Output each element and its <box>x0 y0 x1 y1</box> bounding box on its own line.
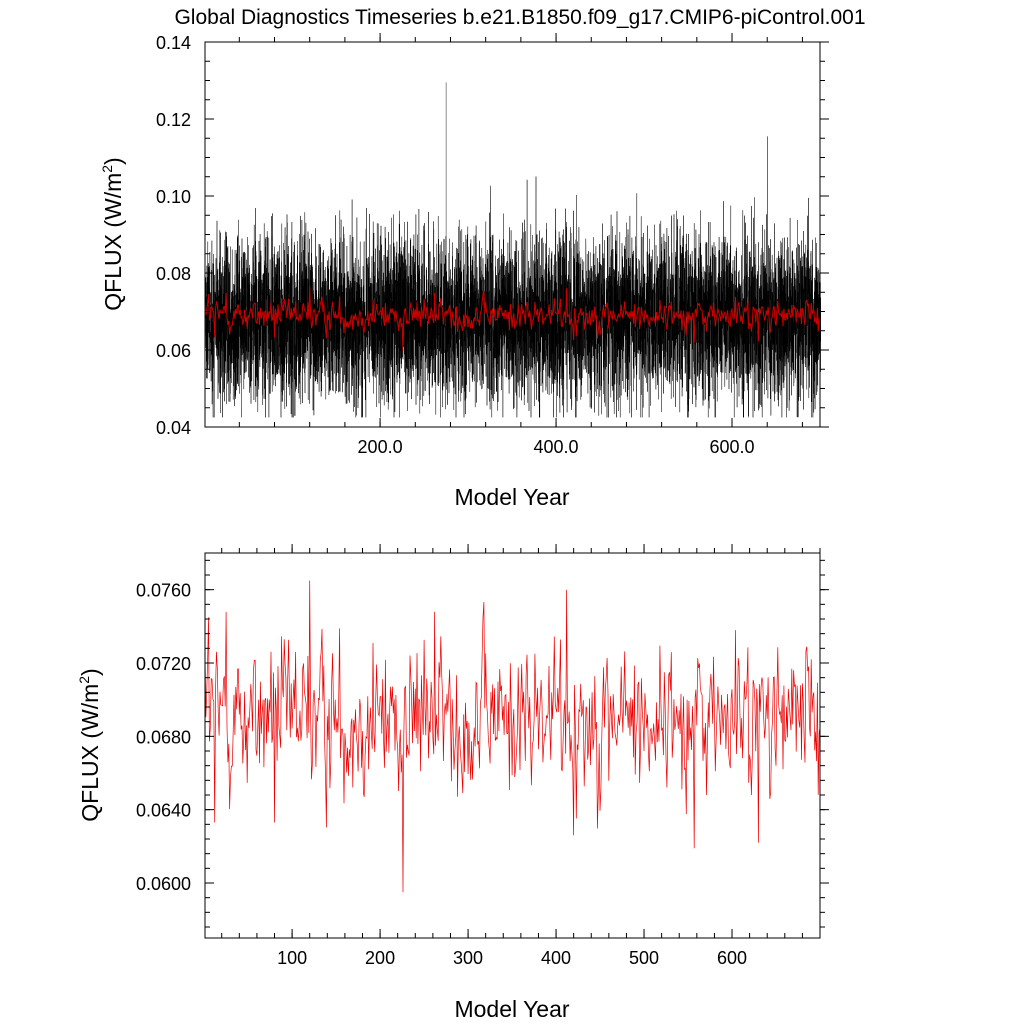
bottom-axis-ticks <box>205 544 829 938</box>
top-y-label-main: QFLUX (W/m <box>100 173 126 311</box>
y-tick-label: 0.12 <box>156 110 191 130</box>
bottom-x-tick-labels: 100 200 300 400 500 600 <box>277 948 747 968</box>
x-tick-label: 200.0 <box>358 437 403 457</box>
annual-series-line <box>204 580 821 893</box>
top-y-tick-labels: 0.04 0.06 0.08 0.10 0.12 0.14 <box>156 33 191 438</box>
x-tick-label: 400.0 <box>534 437 579 457</box>
bottom-annual-series <box>204 580 821 893</box>
bottom-x-axis-label: Model Year <box>454 996 569 1022</box>
top-axis-ticks <box>205 33 829 428</box>
top-y-axis-label: QFLUX (W/m2) <box>99 157 126 310</box>
x-tick-label: 600 <box>717 948 747 968</box>
y-tick-label: 0.0680 <box>136 727 191 747</box>
x-tick-label: 200 <box>365 948 395 968</box>
x-tick-label: 400 <box>541 948 571 968</box>
bottom-y-tick-labels: 0.0600 0.0640 0.0680 0.0720 0.0760 <box>136 581 191 894</box>
x-tick-label: 600.0 <box>709 437 754 457</box>
x-tick-label: 300 <box>453 948 483 968</box>
y-tick-label: 0.04 <box>156 418 191 438</box>
figure-title: Global Diagnostics Timeseries b.e21.B185… <box>174 6 865 29</box>
y-tick-label: 0.06 <box>156 341 191 361</box>
top-y-label-close: ) <box>100 157 126 165</box>
annual-series-line <box>204 286 821 352</box>
y-tick-label: 0.0720 <box>136 654 191 674</box>
bottom-y-axis-label: QFLUX (W/m2) <box>76 668 103 821</box>
y-tick-label: 0.0640 <box>136 801 191 821</box>
y-tick-label: 0.10 <box>156 187 191 207</box>
top-y-label-sup: 2 <box>99 165 115 173</box>
bottom-y-label-main: QFLUX (W/m <box>77 684 103 822</box>
x-tick-label: 100 <box>277 948 307 968</box>
bottom-y-label-close: ) <box>77 668 103 676</box>
top-x-axis-label: Model Year <box>454 484 569 510</box>
top-panel: 200.0 400.0 600.0 0.04 0.06 0.08 0.10 0.12 0.14… <box>99 33 829 510</box>
y-tick-label: 0.0600 <box>136 874 191 894</box>
bottom-plot-border <box>204 552 821 939</box>
top-annual-series <box>204 286 821 352</box>
y-tick-label: 0.08 <box>156 264 191 284</box>
y-tick-label: 0.0760 <box>136 581 191 601</box>
bottom-y-label-sup: 2 <box>76 676 92 684</box>
bottom-panel: 100 200 300 400 500 600 0.06000.06400.06800.0… <box>76 544 829 1022</box>
x-tick-label: 500 <box>629 948 659 968</box>
y-tick-label: 0.14 <box>156 33 191 53</box>
top-x-tick-labels: 200.0 400.0 600.0 <box>358 437 755 457</box>
